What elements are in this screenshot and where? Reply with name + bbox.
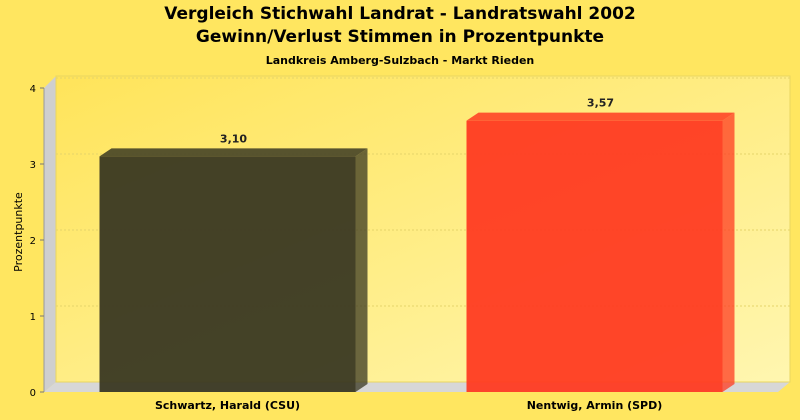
- y-tick-label: 4: [30, 84, 36, 95]
- category-labels: Schwartz, Harald (CSU) Nentwig, Armin (SP…: [155, 399, 662, 412]
- bar: 3,10: [99, 132, 368, 392]
- plot-left-wall: [44, 76, 56, 392]
- y-tick-label: 2: [30, 236, 36, 247]
- y-axis-label: Prozentpunkte: [12, 192, 25, 272]
- chart-subtitle: Landkreis Amberg-Sulzbach - Markt Rieden: [265, 54, 535, 67]
- category-label: Nentwig, Armin (SPD): [527, 399, 663, 412]
- category-label: Schwartz, Harald (CSU): [155, 399, 300, 412]
- chart-title-line1: Vergleich Stichwahl Landrat - Landratswa…: [164, 4, 636, 24]
- data-label: 3,57: [587, 97, 614, 110]
- bar-front: [99, 156, 356, 392]
- bar-top: [99, 148, 368, 157]
- bar-side: [722, 112, 735, 393]
- y-tick-label: 3: [30, 160, 36, 171]
- bar-top: [466, 112, 735, 121]
- bar-side: [355, 148, 368, 392]
- chart-title-line2: Gewinn/Verlust Stimmen in Prozentpunkte: [195, 27, 605, 47]
- y-ticks: 0 1 2 3 4: [30, 84, 44, 399]
- bars: 3,10 3,57: [99, 97, 735, 393]
- y-tick-label: 1: [30, 312, 36, 323]
- data-label: 3,10: [220, 132, 247, 145]
- y-tick-label: 0: [30, 388, 36, 399]
- bar: 3,57: [466, 97, 735, 393]
- bar-front: [466, 120, 723, 393]
